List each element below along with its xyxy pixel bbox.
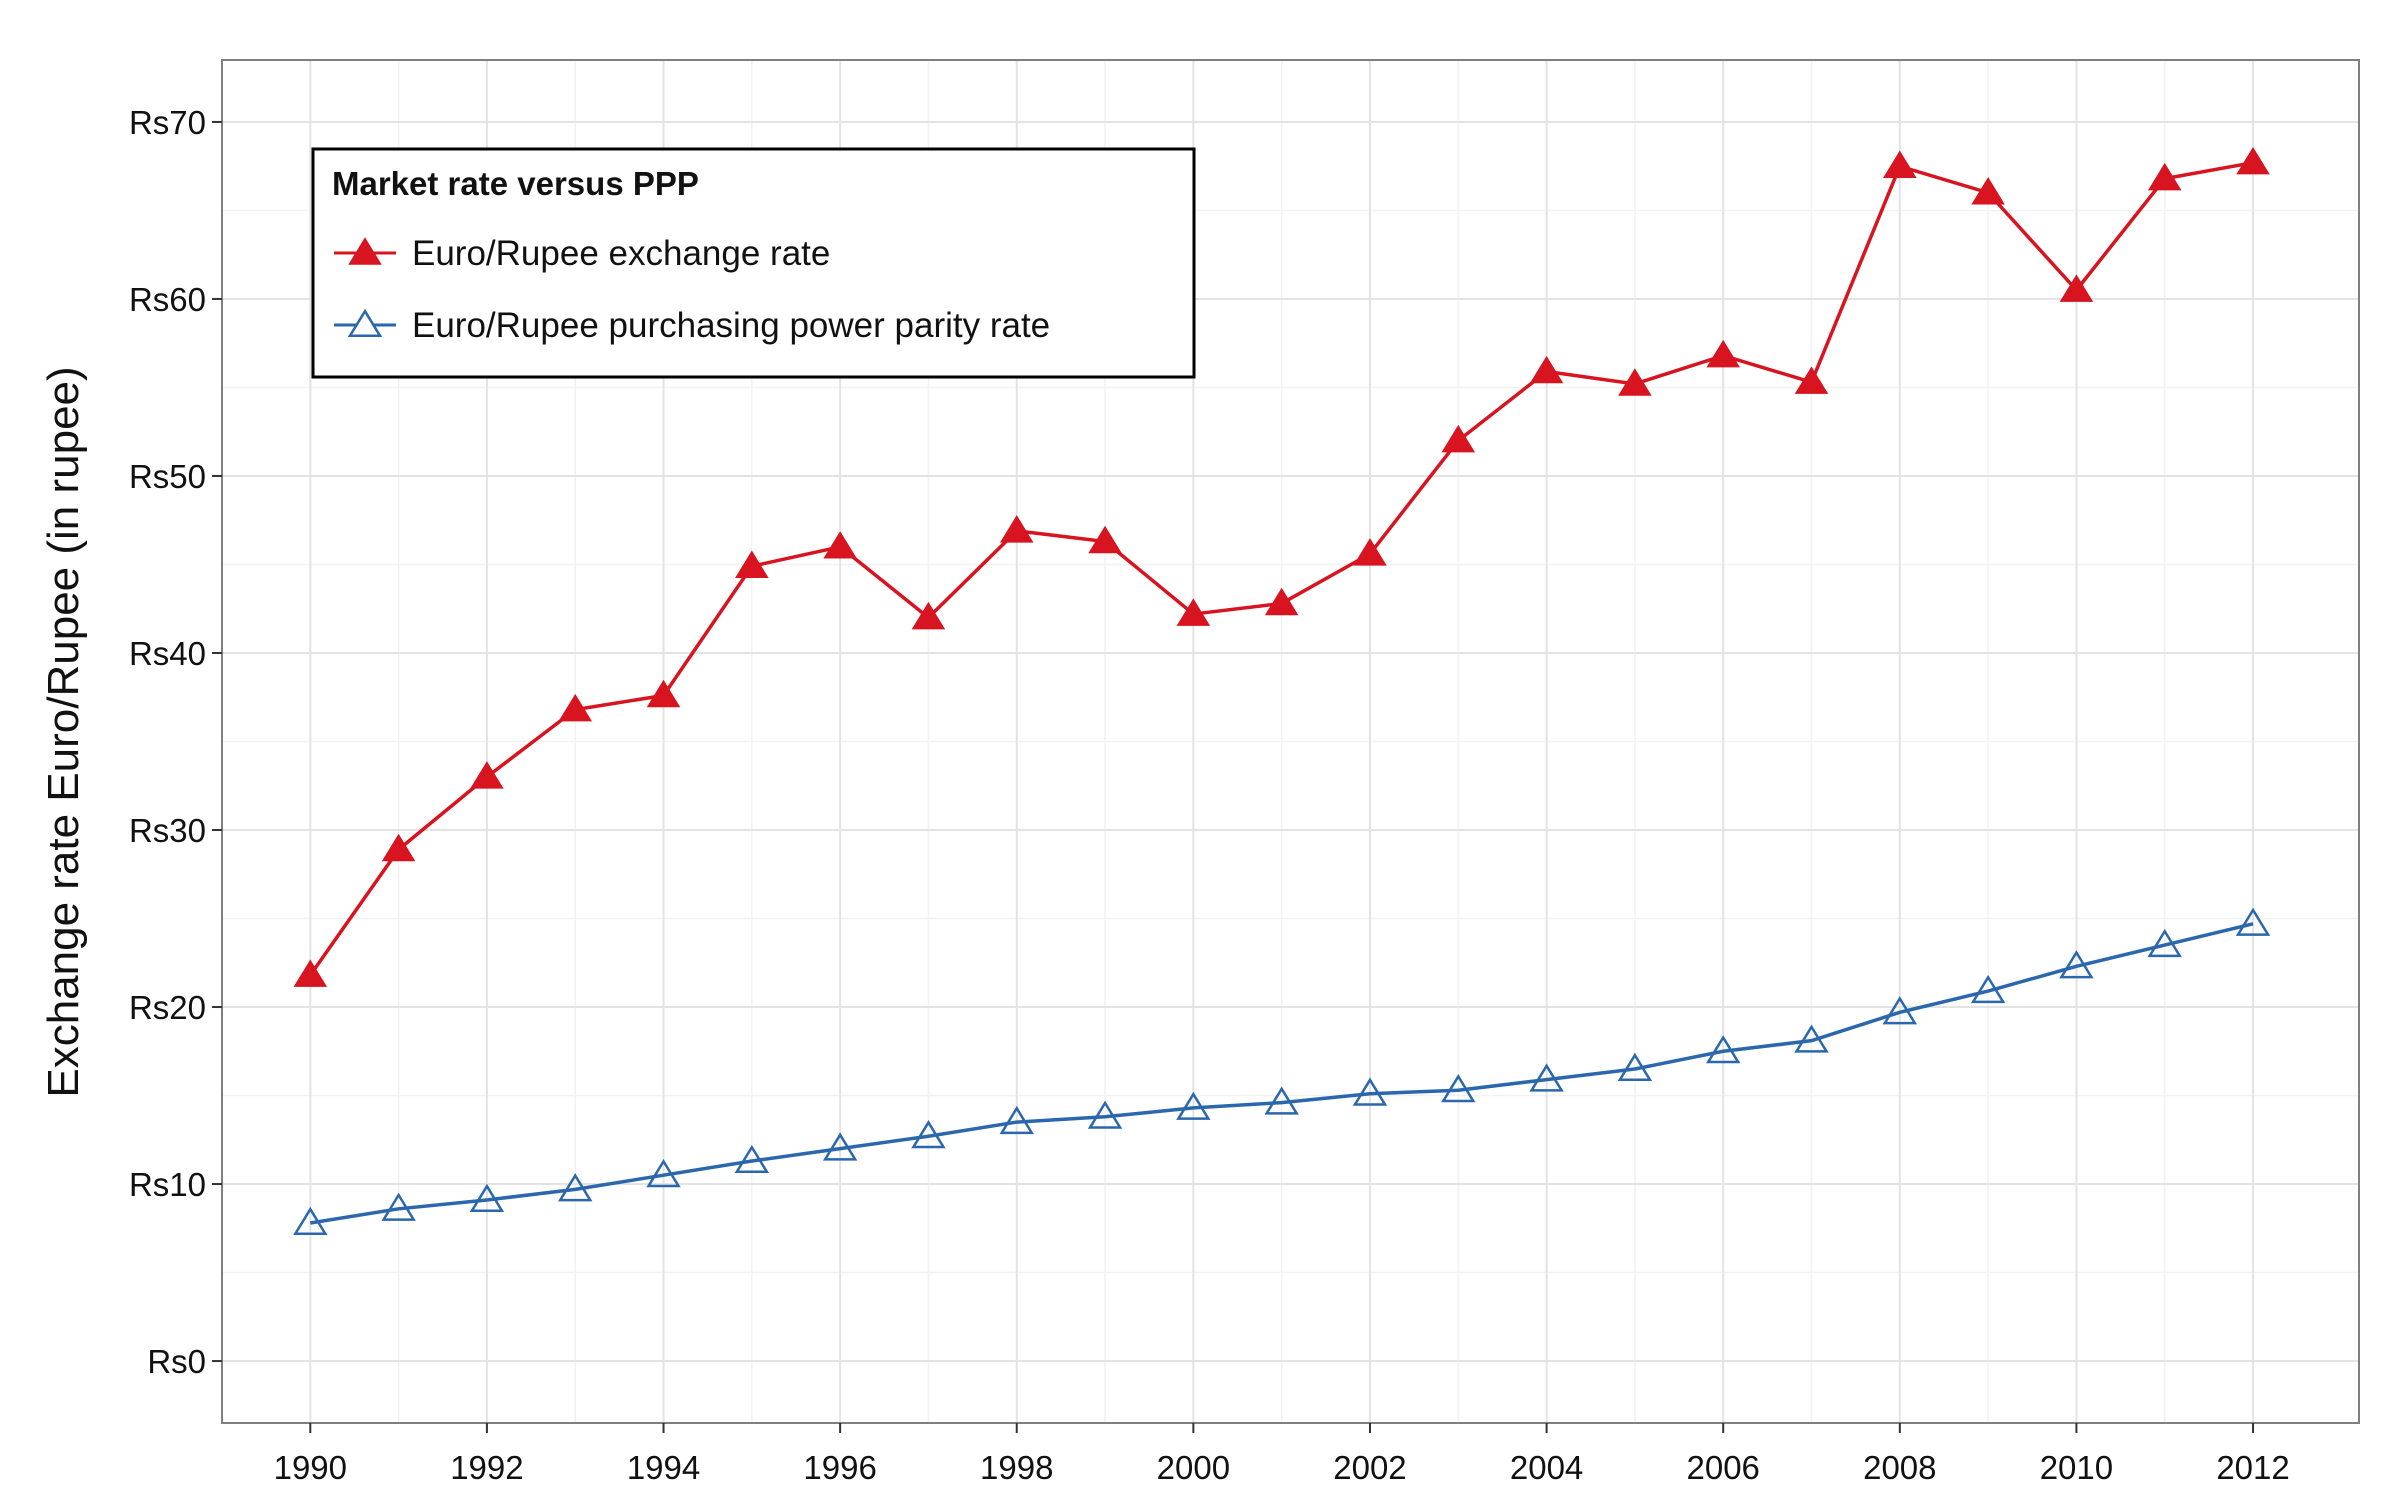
x-tick-label: 2002 bbox=[1333, 1449, 1406, 1486]
y-axis-title: Exchange rate Euro/Rupee (in rupee) bbox=[39, 366, 88, 1097]
data-point-marker bbox=[646, 1158, 681, 1188]
y-tick-label: Rs60 bbox=[129, 281, 206, 318]
x-tick-label: 2008 bbox=[1863, 1449, 1936, 1486]
x-tick-label: 2000 bbox=[1157, 1449, 1230, 1486]
data-point-marker bbox=[1529, 355, 1564, 384]
data-point-marker bbox=[1441, 424, 1476, 453]
x-tick-label: 2004 bbox=[1510, 1449, 1583, 1486]
y-tick-label: Rs30 bbox=[129, 812, 206, 849]
data-point-marker bbox=[2147, 162, 2182, 191]
legend: Market rate versus PPP Euro/Rupee exchan… bbox=[311, 147, 1196, 379]
legend-label-ppp-rate: Euro/Rupee purchasing power parity rate bbox=[412, 306, 1050, 345]
series-line bbox=[310, 922, 2254, 1225]
legend-key-exchange-rate bbox=[334, 237, 396, 265]
x-tick-label: 1998 bbox=[980, 1449, 1053, 1486]
data-point-marker bbox=[1883, 150, 1917, 178]
data-point-marker bbox=[646, 679, 681, 708]
x-tick-label: 2012 bbox=[2216, 1449, 2289, 1486]
data-point-marker bbox=[1088, 525, 1122, 554]
legend-title: Market rate versus PPP bbox=[332, 165, 699, 202]
data-point-marker bbox=[823, 531, 857, 559]
data-point-marker bbox=[1264, 1086, 1299, 1115]
data-point-marker bbox=[2236, 146, 2270, 175]
series-layer bbox=[293, 146, 2271, 1235]
data-point-marker bbox=[1882, 996, 1918, 1025]
y-tick-label: Rs50 bbox=[129, 458, 206, 495]
data-point-marker bbox=[911, 1120, 946, 1149]
data-point-marker bbox=[1971, 177, 2005, 205]
x-axis: 1990 1992 1994 1996 1998 2000 2002 2004 2006 2008… bbox=[274, 1423, 2290, 1486]
data-point-marker bbox=[558, 693, 593, 722]
legend-label-exchange-rate: Euro/Rupee exchange rate bbox=[412, 234, 830, 273]
x-tick-label: 1992 bbox=[450, 1449, 523, 1486]
data-point-marker bbox=[1176, 598, 1211, 626]
data-point-marker bbox=[470, 761, 504, 789]
y-axis: Rs0 Rs10 Rs20 Rs30 Rs40 Rs50 Rs60 Rs70 bbox=[129, 104, 222, 1380]
data-point-marker bbox=[293, 1206, 328, 1235]
data-point-marker bbox=[557, 1173, 593, 1202]
legend-key-marker bbox=[347, 308, 383, 338]
x-tick-label: 1996 bbox=[803, 1449, 876, 1486]
series-exchange-rate bbox=[293, 146, 2270, 987]
data-point-marker bbox=[1705, 1035, 1741, 1064]
data-point-marker bbox=[469, 1183, 505, 1212]
y-tick-label: Rs70 bbox=[129, 104, 206, 141]
data-point-marker bbox=[1087, 1100, 1123, 1129]
data-point-marker bbox=[1352, 1077, 1388, 1106]
data-point-marker bbox=[734, 1144, 770, 1174]
x-tick-label: 2006 bbox=[1686, 1449, 1759, 1486]
plot-panel-border bbox=[221, 59, 2360, 1424]
data-point-marker bbox=[1353, 538, 1387, 566]
y-tick-label: Rs20 bbox=[129, 989, 206, 1026]
data-point-marker bbox=[1618, 368, 1652, 396]
data-point-marker bbox=[911, 601, 946, 630]
data-point-marker bbox=[999, 515, 1034, 543]
data-point-marker bbox=[822, 1132, 858, 1161]
data-point-marker bbox=[1617, 1052, 1653, 1081]
series-ppp-rate bbox=[293, 907, 2271, 1235]
data-point-marker bbox=[2059, 950, 2094, 979]
data-point-marker bbox=[1176, 1091, 1211, 1120]
data-point-marker bbox=[1794, 366, 1829, 394]
data-point-marker bbox=[1529, 1063, 1564, 1092]
data-point-marker bbox=[2059, 274, 2094, 302]
legend-key-marker bbox=[348, 237, 382, 265]
data-point-marker bbox=[999, 1105, 1034, 1135]
y-tick-label: Rs10 bbox=[129, 1166, 206, 1203]
data-point-marker bbox=[381, 833, 416, 862]
data-point-marker bbox=[1706, 339, 1740, 368]
y-tick-label: Rs0 bbox=[147, 1343, 206, 1380]
legend-key-ppp-rate bbox=[334, 308, 396, 338]
x-tick-label: 1994 bbox=[627, 1449, 700, 1486]
legend-box bbox=[311, 147, 1196, 379]
x-tick-label: 2010 bbox=[2040, 1449, 2113, 1486]
data-point-marker bbox=[1970, 974, 2006, 1004]
data-point-marker bbox=[1264, 587, 1299, 616]
y-tick-label: Rs40 bbox=[129, 635, 206, 672]
data-point-marker bbox=[1794, 1024, 1829, 1053]
data-point-marker bbox=[2147, 928, 2182, 958]
data-point-marker bbox=[381, 1192, 416, 1221]
x-tick-label: 1990 bbox=[274, 1449, 347, 1486]
data-point-marker bbox=[1441, 1074, 1476, 1103]
data-point-marker bbox=[293, 959, 328, 987]
data-point-marker bbox=[735, 550, 769, 579]
data-point-marker bbox=[2235, 907, 2271, 936]
